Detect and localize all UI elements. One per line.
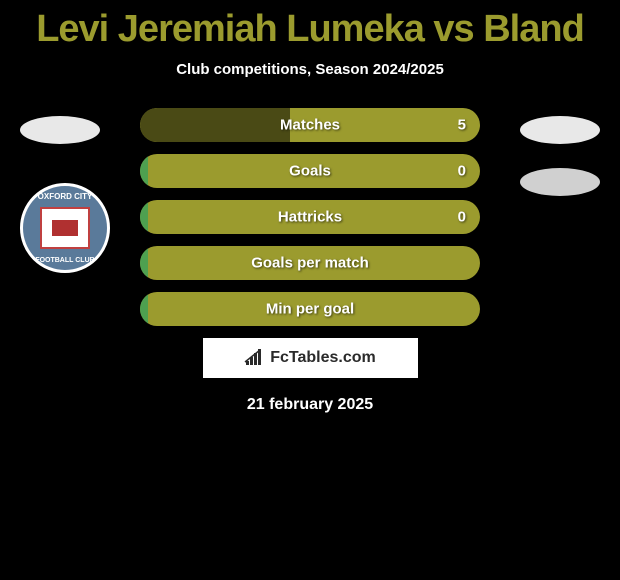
stat-bar-matches: Matches 5 — [140, 108, 480, 142]
stat-bar-goals: Goals 0 — [140, 154, 480, 188]
stat-bar-green-edge — [140, 154, 148, 188]
fctables-text: FcTables.com — [270, 349, 376, 367]
stats-container: Matches 5 Goals 0 Hattricks 0 Goals per … — [140, 108, 480, 326]
stat-bar-min-per-goal: Min per goal — [140, 292, 480, 326]
stat-label: Matches — [280, 117, 340, 134]
fctables-attribution[interactable]: FcTables.com — [203, 338, 418, 378]
season-subtitle: Club competitions, Season 2024/2025 — [0, 61, 620, 78]
stat-bar-goals-per-match: Goals per match — [140, 246, 480, 280]
stat-bar-green-edge — [140, 200, 148, 234]
stat-bar-green-edge — [140, 292, 148, 326]
badge-emblem — [52, 220, 78, 236]
stat-label: Min per goal — [266, 301, 354, 318]
stat-label: Hattricks — [278, 209, 342, 226]
badge-outer-circle: OXFORD CITY FOOTBALL CLUB — [20, 183, 110, 273]
stat-bar-fill — [140, 108, 290, 142]
comparison-title: Levi Jeremiah Lumeka vs Bland — [0, 0, 620, 51]
player-photo-placeholder-right-1 — [520, 116, 600, 144]
player-photo-placeholder-right-2 — [520, 168, 600, 196]
stat-value: 5 — [458, 117, 466, 134]
badge-text-top: OXFORD CITY — [38, 192, 93, 201]
stat-label: Goals per match — [251, 255, 369, 272]
stat-value: 0 — [458, 163, 466, 180]
date-text: 21 february 2025 — [0, 396, 620, 414]
stat-bar-hattricks: Hattricks 0 — [140, 200, 480, 234]
stat-label: Goals — [289, 163, 331, 180]
player-photo-placeholder-left — [20, 116, 100, 144]
stat-bar-green-edge — [140, 246, 148, 280]
bar-chart-icon — [244, 349, 264, 367]
badge-shield — [40, 207, 90, 249]
badge-text-bottom: FOOTBALL CLUB — [23, 257, 107, 264]
stat-value: 0 — [458, 209, 466, 226]
club-badge: OXFORD CITY FOOTBALL CLUB — [20, 183, 110, 273]
content-area: OXFORD CITY FOOTBALL CLUB Matches 5 Goal… — [0, 108, 620, 414]
